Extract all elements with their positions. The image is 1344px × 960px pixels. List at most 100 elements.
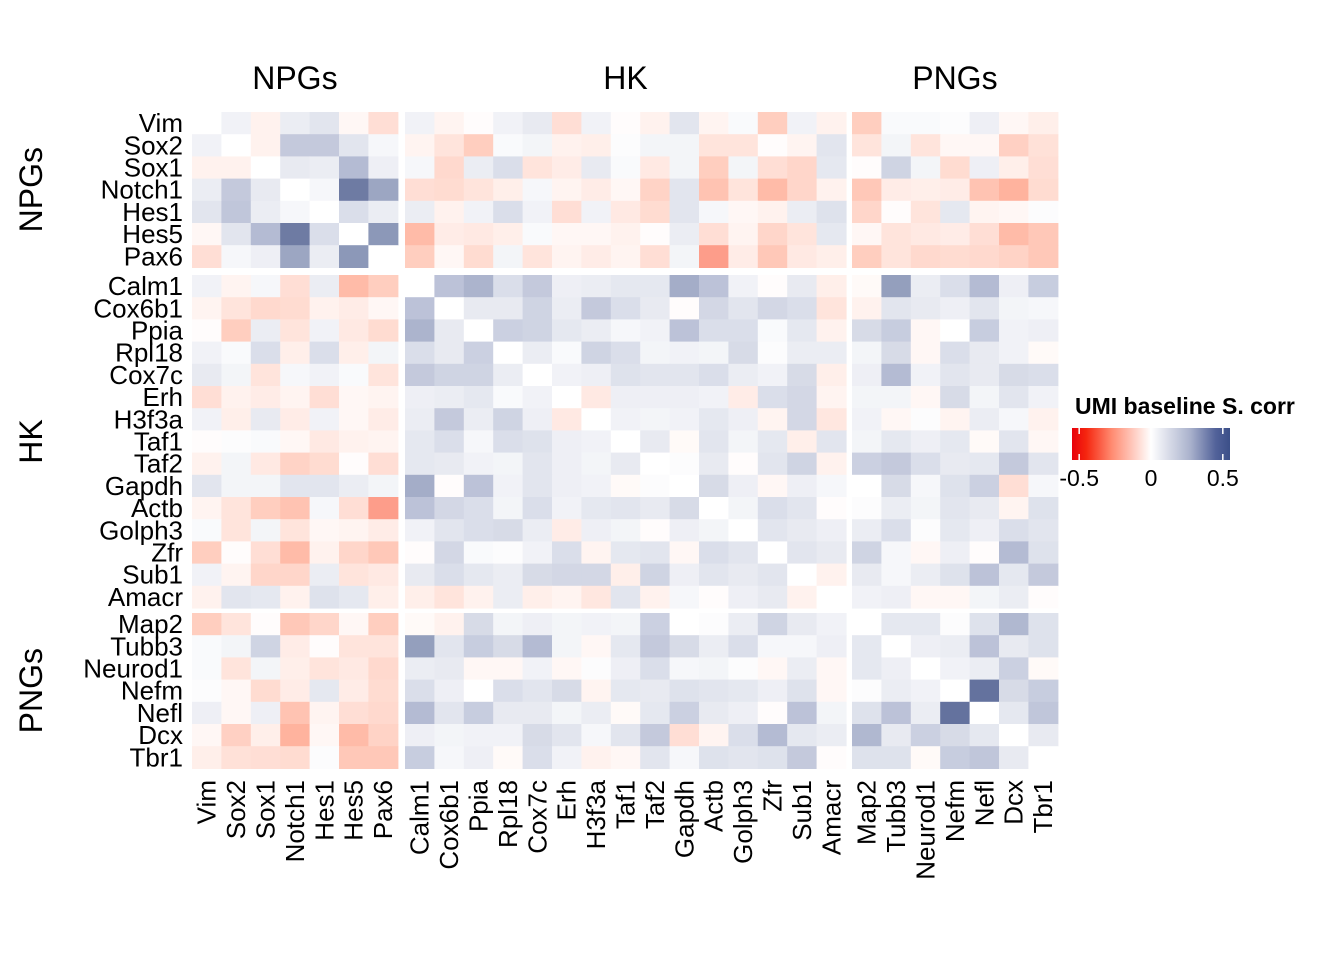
cell-Sox2-Nefm [940, 134, 971, 157]
row-label-zfr: Zfr [151, 538, 183, 568]
cell-Map2-Cox7c [522, 613, 553, 636]
cell-Nefm-Neurod1 [910, 679, 941, 703]
cell-Tbr1-Taf2 [640, 746, 671, 769]
cell-Erh-Notch1 [280, 386, 311, 409]
cell-Sub1-Cox7c [522, 563, 553, 587]
color-legend: UMI baseline S. corr -0.5 0 0.5 [1059, 393, 1295, 491]
cell-Map2-Sox2 [221, 613, 252, 636]
cell-Amacr-Sox1 [250, 585, 281, 609]
cell-Ppia-Sox2 [221, 319, 252, 343]
cell-Nefm-Sox2 [221, 679, 252, 703]
cell-Sub1-H3f3a [581, 563, 612, 587]
cell-Dcx-Ppia [463, 724, 494, 747]
cell-Gapdh-Ppia [463, 474, 494, 498]
cell-Sox2-Sox2 [221, 134, 252, 157]
cell-Nefm-Amacr [816, 679, 847, 703]
row-label-notch1: Notch1 [101, 175, 183, 205]
cell-Zfr-Notch1 [280, 541, 311, 565]
cell-Cox6b1-Neurod1 [910, 297, 941, 320]
cell-Hes1-Sub1 [787, 200, 818, 224]
cell-Hes5-Cox7c [522, 223, 553, 246]
cell-Hes5-Golph3 [728, 223, 759, 246]
cell-Calm1-Taf2 [640, 275, 671, 298]
cell-Golph3-H3f3a [581, 519, 612, 542]
cell-Actb-Hes1 [309, 497, 340, 520]
cell-Gapdh-Nefl [969, 474, 1000, 498]
cell-Tbr1-Sub1 [787, 746, 818, 769]
cell-Cox6b1-Zfr [757, 297, 788, 320]
cell-Erh-Erh [552, 386, 582, 409]
cell-Rpl18-Nefm [940, 341, 971, 365]
cell-Calm1-Actb [699, 275, 729, 298]
cell-Hes1-Pax6 [368, 200, 399, 224]
cell-Hes5-Sox1 [250, 223, 281, 246]
cell-Golph3-Cox6b1 [434, 519, 465, 542]
cell-Cox7c-Taf1 [610, 363, 641, 387]
cell-Hes1-Map2 [852, 200, 882, 224]
column-label-h3f3a: H3f3a [581, 779, 611, 849]
cell-Nefl-Dcx [999, 701, 1029, 725]
cell-Golph3-Vim [192, 519, 222, 542]
cell-Rpl18-Hes5 [339, 341, 369, 365]
cell-Zfr-Nefl [969, 541, 1000, 565]
cell-Actb-Rpl18 [493, 497, 524, 520]
cell-Neurod1-Nefm [940, 657, 971, 681]
cell-Dcx-Vim [192, 724, 222, 747]
cell-Cox7c-Nefm [940, 363, 971, 387]
cell-Golph3-Nefl [969, 519, 1000, 542]
cell-Sox1-Amacr [816, 156, 847, 180]
cell-Golph3-Erh [552, 519, 582, 542]
row-label-tbr1: Tbr1 [130, 742, 183, 772]
cell-Notch1-Calm1 [405, 178, 435, 202]
cell-Calm1-Tubb3 [881, 275, 912, 298]
cell-Sox1-Hes5 [339, 156, 369, 180]
cell-Notch1-Zfr [757, 178, 788, 202]
cell-Cox7c-Sox1 [250, 363, 281, 387]
cell-Cox6b1-Nefl [969, 297, 1000, 320]
cell-H3f3a-Cox6b1 [434, 408, 465, 431]
cell-Pax6-Vim [192, 245, 222, 268]
cell-Pax6-Neurod1 [910, 245, 941, 268]
cell-Hes5-Ppia [463, 223, 494, 246]
cell-Sox2-Erh [552, 134, 582, 157]
cell-Calm1-Zfr [757, 275, 788, 298]
cell-Neurod1-Erh [552, 657, 582, 681]
cell-Map2-Tbr1 [1028, 613, 1059, 636]
cell-Taf2-Pax6 [368, 452, 399, 476]
cell-Actb-Calm1 [405, 497, 435, 520]
cell-Tubb3-Golph3 [728, 635, 759, 658]
row-label-cox7c: Cox7c [109, 360, 183, 390]
cell-Dcx-Map2 [852, 724, 882, 747]
cell-Calm1-Map2 [852, 275, 882, 298]
cell-Ppia-Nefm [940, 319, 971, 343]
cell-Map2-Tubb3 [881, 613, 912, 636]
cell-Cox7c-Tubb3 [881, 363, 912, 387]
cell-Neurod1-Cox6b1 [434, 657, 465, 681]
cell-Nefm-Ppia [463, 679, 494, 703]
column-label-actb: Actb [699, 780, 729, 832]
cell-H3f3a-Cox7c [522, 408, 553, 431]
cell-Zfr-Hes5 [339, 541, 369, 565]
cell-H3f3a-Golph3 [728, 408, 759, 431]
row-label-calm1: Calm1 [108, 271, 183, 301]
cell-Taf1-H3f3a [581, 430, 612, 454]
cell-Nefm-Tbr1 [1028, 679, 1059, 703]
cell-Neurod1-Golph3 [728, 657, 759, 681]
column-group-title-npgs: NPGs [252, 60, 337, 96]
cell-Sox2-Map2 [852, 134, 882, 157]
cell-Cox6b1-Nefm [940, 297, 971, 320]
cell-Taf2-Tbr1 [1028, 452, 1059, 476]
cell-Pax6-Ppia [463, 245, 494, 268]
cell-Cox7c-Tbr1 [1028, 363, 1059, 387]
cell-Taf2-Calm1 [405, 452, 435, 476]
cell-Amacr-Taf2 [640, 585, 671, 609]
cell-Tubb3-Amacr [816, 635, 847, 658]
cell-Tbr1-Neurod1 [910, 746, 941, 769]
cell-Vim-Sox2 [221, 112, 252, 135]
cell-Cox6b1-Erh [552, 297, 582, 320]
cell-Notch1-Hes1 [309, 178, 340, 202]
cell-Pax6-Taf1 [610, 245, 641, 268]
cell-Rpl18-Rpl18 [493, 341, 524, 365]
cell-Sox1-Cox7c [522, 156, 553, 180]
cell-Tubb3-Notch1 [280, 635, 311, 658]
